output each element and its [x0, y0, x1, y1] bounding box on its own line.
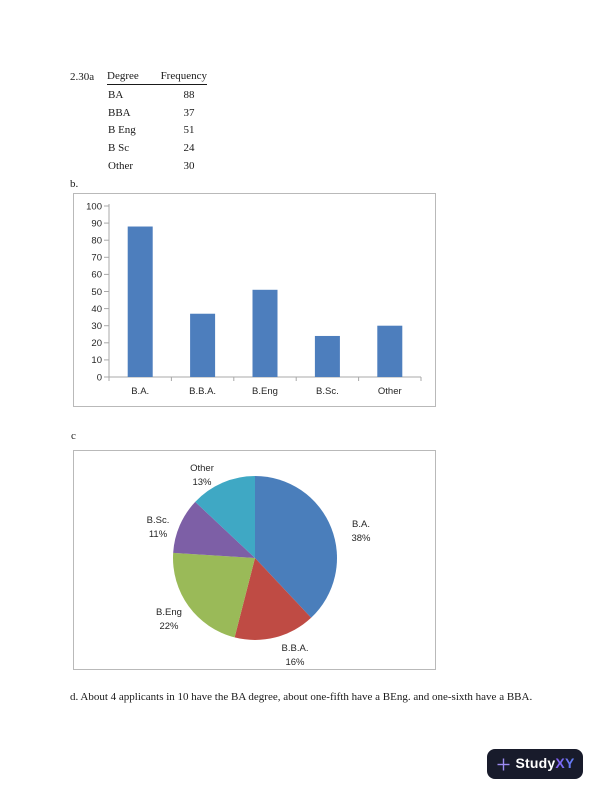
- y-axis-label: 60: [91, 270, 102, 281]
- pie-percent-label: 13%: [192, 477, 212, 488]
- degree-cell: B Eng: [108, 124, 136, 137]
- y-axis-label: 0: [97, 372, 102, 383]
- pie-label: B.Sc.: [147, 515, 170, 526]
- pie-chart-frame: B.A. 38% B.B.A. 16% B.Eng 22% B.Sc. 11% Other 13%: [73, 450, 436, 670]
- frequency-cell: 37: [183, 106, 195, 119]
- y-axis-label: 20: [91, 338, 102, 349]
- y-axis-label: 70: [91, 253, 102, 264]
- pie-percent-label: 38%: [351, 533, 371, 544]
- y-axis-label: 40: [91, 304, 102, 315]
- degree-cell: B Sc: [108, 142, 130, 155]
- pie-label: B.Eng: [156, 607, 182, 618]
- table-body: BA 88 BBA 37 B Eng 51 B Sc 24 Other 30: [106, 87, 207, 175]
- y-axis-label: 100: [86, 201, 102, 212]
- bar: [314, 335, 340, 377]
- x-axis-label: B.A.: [131, 386, 149, 397]
- bar: [377, 325, 403, 377]
- table-row: B Eng 51: [106, 122, 207, 140]
- x-axis-label: B.Sc.: [316, 386, 339, 397]
- pie-percent-label: 11%: [149, 529, 168, 540]
- table-row: B Sc 24: [106, 140, 207, 158]
- logo-text: StudyXY: [516, 755, 575, 773]
- x-axis-label: Other: [378, 386, 402, 397]
- answer-paragraph: d. About 4 applicants in 10 have the BA …: [70, 691, 533, 703]
- pie-slice: [195, 476, 255, 558]
- pie-percent-label: 22%: [159, 621, 179, 632]
- table-header: Degree Frequency: [107, 70, 207, 85]
- frequency-table: Degree Frequency BA 88 BBA 37 B Eng 51 B…: [106, 70, 207, 175]
- bar-chart: 0 10 20 30 40 50 60 70 80 90 100 B.A. B.B.A. B.Eng B.S…: [86, 201, 422, 397]
- pie-percent-label: 16%: [285, 657, 305, 668]
- pie-slice: [255, 476, 338, 618]
- header-degree: Degree: [107, 70, 139, 82]
- table-row: BA 88: [106, 87, 207, 105]
- header-frequency: Frequency: [160, 70, 207, 82]
- bar-chart-frame: 0 10 20 30 40 50 60 70 80 90 100 B.A. B.B.A. B.Eng B.S…: [73, 193, 436, 407]
- plus-icon: [497, 758, 510, 770]
- pie-slice: [172, 552, 255, 638]
- frequency-cell: 51: [183, 124, 195, 137]
- section-c-label: c: [71, 430, 76, 442]
- frequency-cell: 24: [183, 142, 195, 155]
- section-b-label: b.: [70, 178, 79, 190]
- y-axis-label: 10: [91, 355, 102, 366]
- bar: [252, 289, 278, 377]
- logo-text-primary: Study: [515, 755, 556, 771]
- frequency-cell: 30: [183, 159, 195, 172]
- problem-number: 2.30a: [70, 71, 95, 83]
- degree-cell: Other: [108, 159, 134, 172]
- y-axis-label: 80: [91, 236, 102, 247]
- pie-chart: B.A. 38% B.B.A. 16% B.Eng 22% B.Sc. 11% Other 13%: [147, 463, 371, 668]
- pie-slice: [234, 558, 312, 640]
- bar: [127, 226, 153, 377]
- y-axis-label: 30: [91, 321, 102, 332]
- logo-text-accent: XY: [555, 755, 575, 771]
- degree-cell: BA: [108, 89, 124, 101]
- pie-label: B.B.A.: [282, 643, 309, 654]
- x-axis-label: B.B.A.: [189, 386, 216, 397]
- pie-label: Other: [190, 463, 214, 474]
- pie-slice: [173, 501, 255, 558]
- bar: [190, 313, 216, 377]
- y-axis-label: 90: [91, 218, 102, 229]
- frequency-cell: 88: [183, 89, 195, 101]
- x-axis-label: B.Eng: [252, 386, 278, 397]
- table-row: BBA 37: [106, 105, 207, 123]
- pie-label: B.A.: [352, 519, 370, 530]
- degree-cell: BBA: [108, 106, 131, 119]
- table-row: Other 30: [106, 158, 207, 176]
- y-axis-label: 50: [91, 287, 102, 298]
- studyxy-logo: StudyXY: [487, 749, 583, 779]
